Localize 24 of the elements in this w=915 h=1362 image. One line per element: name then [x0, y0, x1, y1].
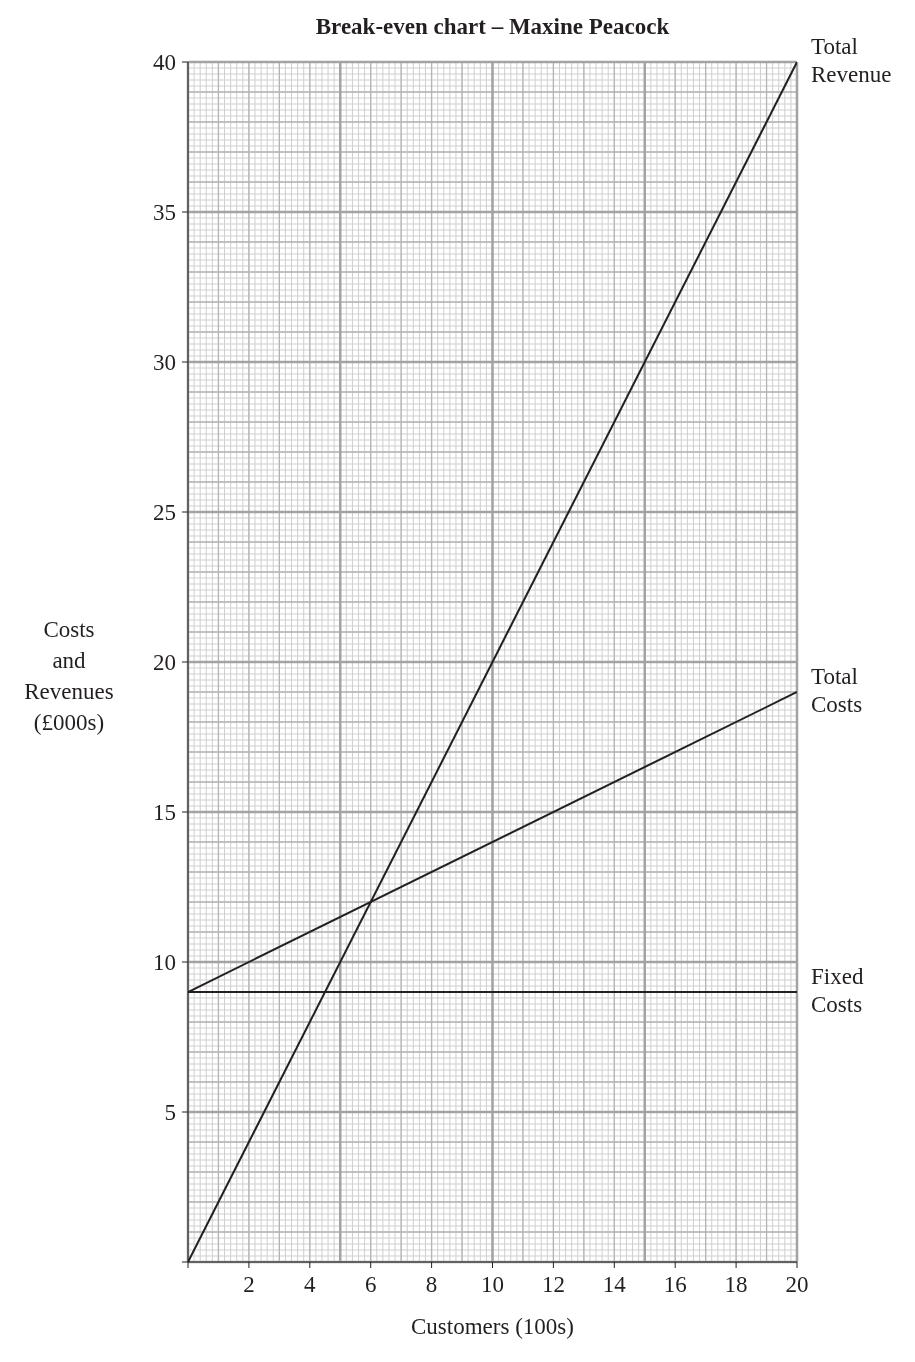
series-label: Total Costs [811, 664, 863, 717]
x-tick-label: 10 [481, 1272, 504, 1297]
x-tick-label: 6 [364, 1272, 377, 1297]
y-tick-label: 5 [164, 1100, 176, 1125]
x-tick-label: 16 [663, 1272, 687, 1297]
y-tick-label: 15 [153, 800, 176, 825]
x-tick-label: 14 [602, 1272, 627, 1297]
y-tick-label: 40 [153, 50, 176, 75]
y-tick-label: 20 [153, 650, 176, 675]
x-tick-label: 20 [785, 1272, 809, 1297]
x-tick-label: 8 [425, 1272, 438, 1297]
y-tick-label: 10 [153, 950, 176, 975]
x-tick-label: 4 [304, 1272, 317, 1297]
x-tick-label: 2 [243, 1272, 255, 1297]
y-tick-label: 30 [153, 350, 176, 375]
y-tick-label: 25 [153, 500, 176, 525]
y-tick-label: 35 [153, 200, 176, 225]
series-label: Fixed Costs [811, 964, 864, 1017]
y-axis-title: Costs and Revenues (£000s) [23, 616, 115, 737]
x-axis-title: Customers (100s) [411, 1314, 574, 1339]
chart-title: Break-even chart – Maxine Peacock [314, 14, 671, 40]
x-tick-label: 18 [724, 1272, 748, 1297]
x-tick-label: 12 [541, 1272, 565, 1297]
series-label: Total Revenue [811, 34, 892, 87]
